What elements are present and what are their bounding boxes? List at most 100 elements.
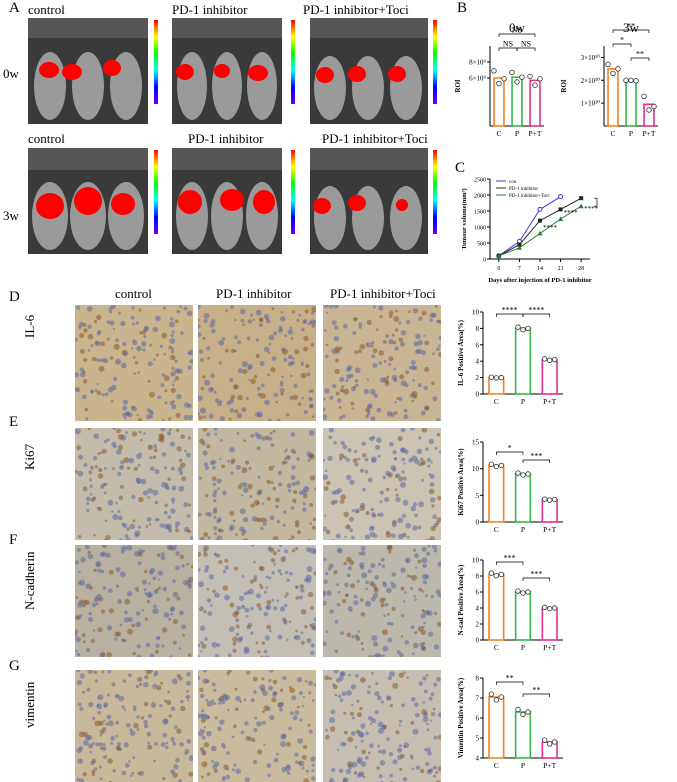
micrograph-il-6-1 (198, 305, 316, 421)
micrograph-vimentin-0 (75, 670, 193, 782)
data-point (516, 589, 521, 594)
panel-label-b: B (457, 0, 467, 17)
group-label-pd1-3w: PD-1 inhibitor (188, 131, 263, 147)
significance-label: **** (564, 209, 579, 217)
significance-label: **** (502, 306, 518, 315)
marker-label-ki67: Ki67 (22, 410, 38, 470)
data-point (547, 498, 552, 503)
significance-label: NS (512, 26, 522, 35)
group-label-pd1toci-0w: PD-1 inhibitor+Toci (303, 2, 409, 18)
y-tick-label: 10 (472, 557, 480, 565)
micrograph-vimentin-1 (198, 670, 316, 782)
data-point (515, 80, 520, 85)
data-point (526, 472, 531, 477)
color-scale-bar (433, 150, 437, 234)
data-point (494, 376, 499, 381)
panel-label-e: E (9, 414, 18, 431)
x-tick-label: 7 (518, 266, 521, 272)
significance-label: **** (528, 306, 544, 315)
timepoint-label-0w: 0w (3, 66, 19, 82)
data-point (489, 692, 494, 697)
panel-label-d: D (9, 289, 20, 306)
significance-label: ** (636, 50, 644, 59)
micrograph-vimentin-2 (323, 670, 441, 782)
ivis-image-control-0w (28, 18, 148, 124)
y-tick-label: 10 (472, 465, 480, 473)
y-tick-label: 8 (476, 325, 480, 333)
significance-label: **** (543, 224, 558, 232)
data-point (492, 69, 497, 74)
data-point (499, 463, 504, 468)
significance-label: *** (530, 452, 542, 461)
x-tick-label: P (521, 643, 525, 652)
x-tick-label: 28 (578, 266, 584, 272)
data-point (542, 497, 547, 502)
x-tick-label: P+T (529, 129, 542, 138)
x-tick-label: P+T (543, 643, 556, 652)
y-tick-label: 2 (476, 374, 480, 382)
bar-P (516, 328, 531, 394)
data-point (624, 78, 629, 83)
data-point (516, 471, 521, 476)
data-point (520, 75, 525, 80)
micrograph-il-6-2 (323, 305, 441, 421)
y-tick-label: 2×10¹⁰ (581, 77, 601, 85)
y-tick-label: 4 (476, 605, 480, 613)
data-point (634, 78, 639, 83)
micrograph-ki67-1 (198, 428, 316, 540)
group-label-control-3w: control (28, 131, 65, 147)
data-point (611, 71, 616, 76)
y-tick-label: 4 (476, 358, 480, 366)
data-point (547, 358, 552, 363)
bar-P (626, 80, 636, 126)
bar-P (516, 592, 531, 640)
y-tick-label: 7 (476, 695, 480, 703)
color-scale-bar (291, 20, 295, 104)
y-tick-label: 500 (477, 242, 486, 248)
data-point (533, 83, 538, 88)
y-axis-label: N-cad Positive Area(%) (457, 564, 465, 635)
data-point (642, 94, 647, 99)
significance-label: NS (503, 40, 513, 49)
y-tick-label: 0 (476, 637, 480, 645)
data-point (494, 573, 499, 578)
x-tick-label: 0 (497, 266, 500, 272)
data-point (489, 462, 494, 467)
data-point (489, 375, 494, 380)
significance-label: NS (521, 40, 531, 49)
data-point (510, 70, 515, 75)
x-tick-label: C (494, 643, 499, 652)
micrograph-il-6-0 (75, 305, 193, 421)
group-label-control-0w: control (28, 2, 65, 18)
micrograph-n-cadherin-2 (323, 545, 441, 657)
bar-C (489, 697, 504, 758)
data-point (552, 740, 557, 745)
x-tick-label: P (515, 129, 519, 138)
x-tick-label: 14 (537, 266, 543, 272)
panel-label-f: F (9, 532, 17, 549)
data-point (489, 571, 494, 576)
color-scale-bar (433, 20, 437, 104)
significance-label: * (620, 36, 624, 45)
x-tick-label: P (521, 525, 525, 534)
group-label-pd1-0w: PD-1 inhibitor (172, 2, 247, 18)
data-point (521, 712, 526, 717)
y-tick-label: 4 (476, 755, 480, 763)
bar-C (489, 465, 504, 522)
bar-P (516, 712, 531, 758)
marker-label-ncadherin: N-cadherin (22, 530, 38, 610)
y-tick-label: 6 (476, 589, 480, 597)
ivis-image-pd1toci-3w (310, 148, 428, 254)
marker-label-vimentin: vimentin (22, 658, 38, 728)
data-point (499, 375, 504, 380)
ivis-image-control-3w (28, 148, 148, 254)
histo-group-label-control: control (115, 286, 152, 302)
data-point (629, 78, 634, 83)
y-tick-label: 8 (476, 675, 480, 683)
panel-label-a: A (9, 0, 20, 17)
bar-C (608, 69, 618, 126)
y-tick-label: 6×10⁹ (469, 75, 486, 83)
